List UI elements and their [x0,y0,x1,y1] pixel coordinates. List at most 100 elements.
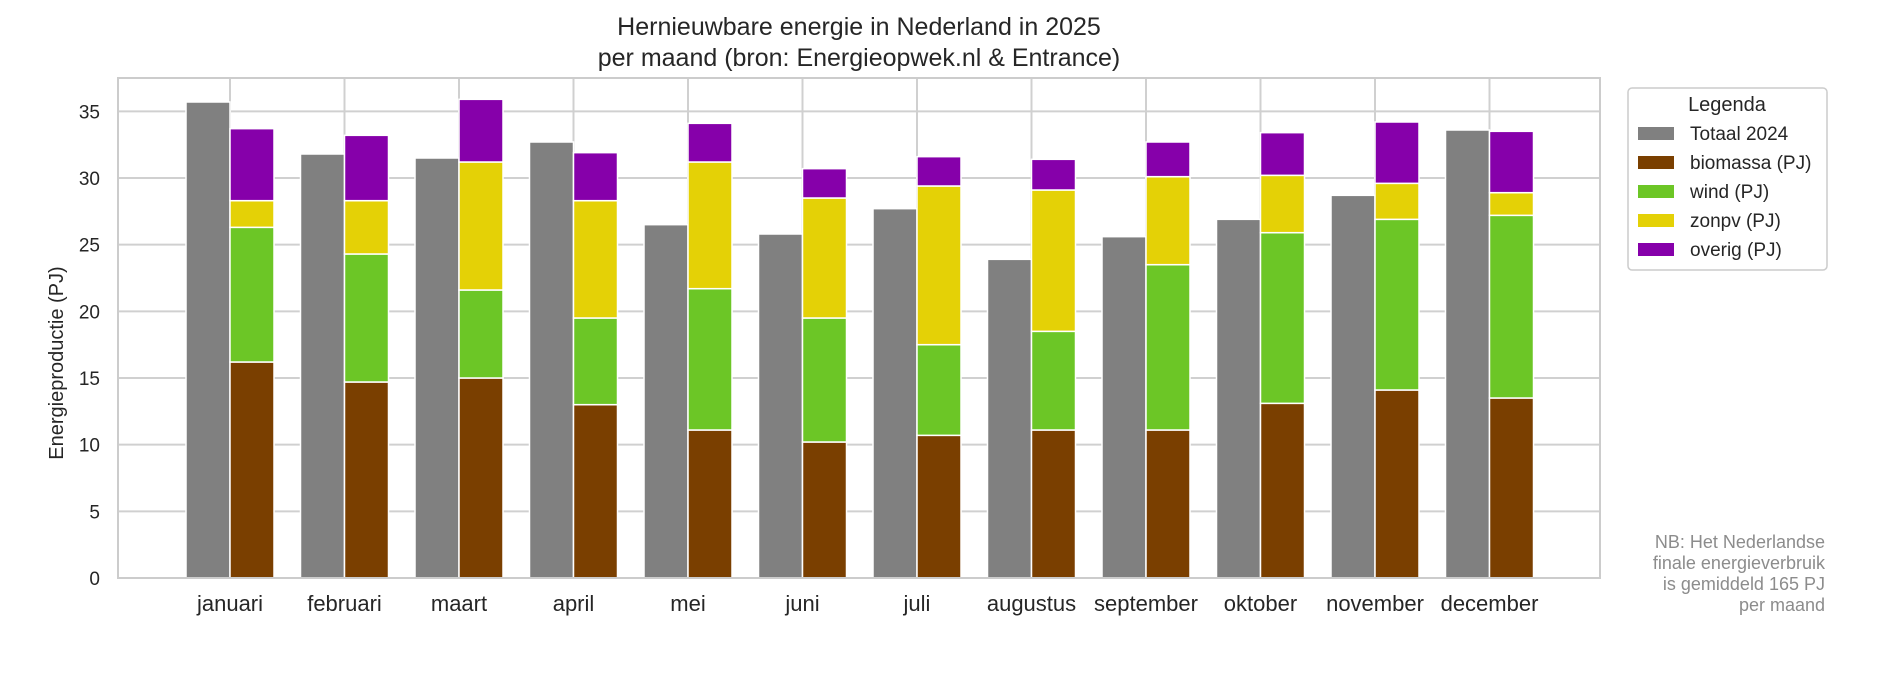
bar-totaal-2024 [757,233,804,579]
bar-biomassa [343,381,390,579]
bar-zonpv [1145,175,1191,266]
bar-zonpv [1488,191,1535,217]
bar-wind [458,289,504,379]
x-tick-label: mei [670,591,705,616]
bar-zonpv [229,199,275,229]
bar-biomassa [1374,389,1420,579]
footnote: NB: Het Nederlandse finale energieverbru… [1652,532,1825,615]
bar-overig [458,98,504,163]
bar-biomassa [229,361,275,579]
y-tick-label: 35 [79,102,100,123]
legend-label: wind (PJ) [1689,182,1769,203]
bar-zonpv [572,199,619,319]
x-tick-label: juni [784,591,819,616]
bar-overig [229,127,275,202]
x-tick-label: november [1326,591,1424,616]
legend-frame [1627,87,1828,271]
legend-label: overig (PJ) [1690,240,1782,261]
legend-swatch [1638,127,1674,140]
bar-biomassa [801,441,848,579]
bar-wind [572,317,619,406]
bar-totaal-2024 [986,258,1033,579]
bar-biomassa [1259,402,1306,579]
bar-zonpv [343,199,390,255]
x-tick-label: februari [307,591,382,616]
legend: Legenda Totaal 2024 biomassa (PJ) wind (PJ)… [1627,87,1828,271]
bar-wind [1488,214,1535,399]
bar-overig [572,151,619,202]
y-tick-label: 15 [79,369,100,390]
chart-subtitle: per maand (bron: Energieopwek.nl & Entra… [598,44,1121,72]
bar-wind [1030,330,1077,431]
x-tick-label: april [553,591,595,616]
legend-label: zonpv (PJ) [1690,211,1781,232]
bars [185,98,1535,579]
bar-zonpv [1259,174,1306,234]
y-tick-label: 20 [79,302,100,323]
bar-totaal-2024 [185,101,231,579]
bar-wind [1259,231,1306,405]
y-tick-label: 25 [79,236,100,257]
bar-zonpv [1030,189,1077,333]
bar-overig [1259,131,1306,177]
bar-overig [801,167,848,199]
y-tick-label: 30 [79,169,100,190]
bar-overig [343,134,390,202]
bar-totaal-2024 [299,153,346,579]
bar-overig [1374,121,1420,185]
x-tick-label: september [1094,591,1198,616]
bar-totaal-2024 [872,207,918,579]
x-tick-label: januari [196,591,263,616]
legend-swatch [1638,185,1674,198]
legend-swatch [1638,214,1674,227]
bar-wind [229,226,275,363]
bar-totaal-2024 [1215,218,1262,579]
bar-totaal-2024 [1330,194,1376,579]
bar-wind [1145,263,1191,431]
chart-title: Hernieuwbare energie in Nederland in 202… [617,13,1101,41]
legend-swatch [1638,243,1674,256]
bar-zonpv [801,197,848,319]
bar-biomassa [1488,397,1535,579]
plot-frame [117,77,1601,579]
y-tick-label: 5 [89,502,100,523]
bar-wind [916,343,962,437]
x-ticks: januari februari maart april mei juni juli augu… [196,591,1538,616]
bar-zonpv [458,161,504,291]
bar-overig [1145,141,1191,178]
bar-wind [801,317,848,443]
bar-totaal-2024 [1444,129,1491,579]
bar-biomassa [916,434,962,579]
bar-totaal-2024 [1101,235,1147,579]
bar-overig [916,155,962,187]
y-axis-label: Energieproductie (PJ) [46,266,68,459]
x-tick-label: juli [903,591,931,616]
legend-label: biomassa (PJ) [1690,153,1811,174]
bar-biomassa [572,403,619,579]
y-ticks: 0 5 10 15 20 25 30 35 [79,102,100,590]
y-tick-label: 0 [89,569,100,590]
bar-biomassa [458,377,504,579]
bar-zonpv [1374,182,1420,221]
x-tick-label: oktober [1224,591,1297,616]
bar-totaal-2024 [414,157,460,579]
bar-zonpv [916,185,962,346]
x-tick-label: maart [431,591,487,616]
x-tick-label: december [1441,591,1539,616]
bar-overig [1488,130,1535,194]
bar-wind [687,287,733,431]
bar-zonpv [687,161,733,290]
x-tick-label: augustus [987,591,1076,616]
y-tick-label: 10 [79,436,100,457]
bar-biomassa [1145,429,1191,579]
legend-title: Legenda [1688,94,1767,116]
bar-wind [1374,218,1420,391]
bar-biomassa [1030,429,1077,579]
bar-overig [1030,158,1077,191]
bar-totaal-2024 [643,223,689,579]
bar-totaal-2024 [528,141,575,579]
legend-label: Totaal 2024 [1690,124,1789,145]
legend-swatch [1638,156,1674,169]
bar-wind [343,253,390,383]
